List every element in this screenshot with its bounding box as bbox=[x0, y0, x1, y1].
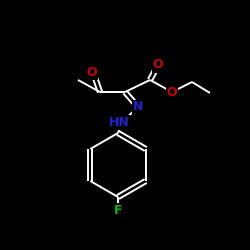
Text: F: F bbox=[114, 204, 122, 216]
Text: HN: HN bbox=[108, 116, 130, 128]
Text: N: N bbox=[133, 100, 143, 114]
Text: O: O bbox=[167, 86, 177, 98]
Text: O: O bbox=[87, 66, 97, 78]
Text: O: O bbox=[153, 58, 163, 71]
